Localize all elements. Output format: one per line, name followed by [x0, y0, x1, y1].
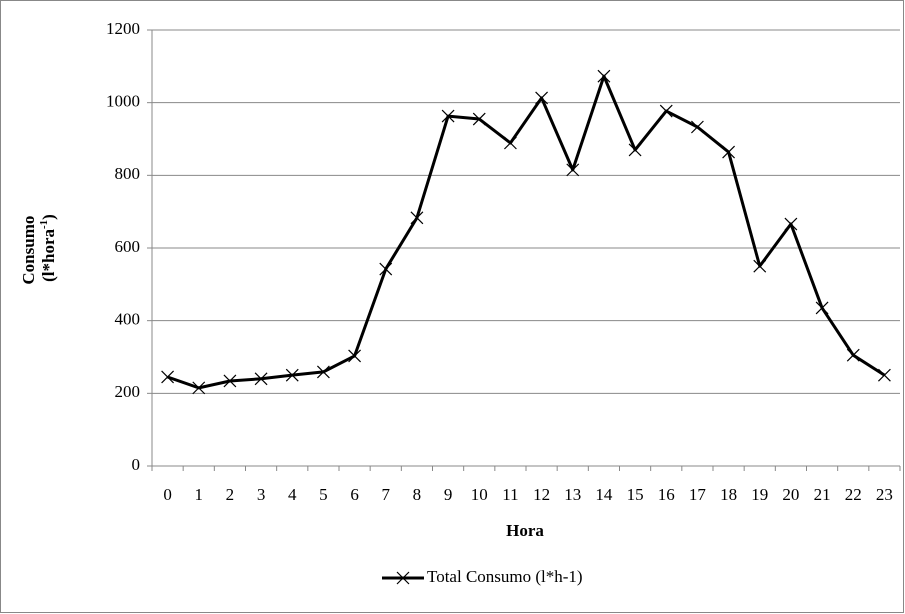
- data-point: [753, 259, 767, 273]
- x-tick-label: 5: [319, 485, 328, 504]
- data-point: [410, 211, 424, 225]
- data-point: [566, 163, 580, 177]
- x-tick-label: 1: [195, 485, 204, 504]
- series-line: [167, 74, 886, 390]
- y-tick-label: 200: [115, 382, 141, 401]
- y-axis-label-text: (l*hora: [39, 228, 58, 281]
- x-tick-label: 7: [382, 485, 391, 504]
- data-point: [690, 120, 704, 134]
- x-tick-label: 9: [444, 485, 453, 504]
- data-point: [784, 217, 798, 231]
- x-tick-label: 23: [876, 485, 893, 504]
- y-tick-label: 1200: [106, 19, 140, 38]
- y-axis-label-text: ): [39, 214, 58, 220]
- data-point: [285, 368, 299, 382]
- data-point: [659, 104, 673, 118]
- x-tick-label: 13: [564, 485, 581, 504]
- data-point: [161, 370, 175, 384]
- y-axis-label: Consumo (l*hora-1): [19, 211, 58, 284]
- x-tick-label: 19: [751, 485, 768, 504]
- data-point: [722, 145, 736, 159]
- data-point: [628, 143, 642, 157]
- y-axis-label-sup: -1: [38, 220, 50, 229]
- data-point: [192, 381, 206, 395]
- data-point: [503, 136, 517, 150]
- x-tick-label: 18: [720, 485, 737, 504]
- data-point: [877, 368, 891, 382]
- y-tick-label: 0: [132, 455, 141, 474]
- y-axis-label-line: Consumo: [19, 216, 38, 285]
- y-tick-label: 1000: [106, 92, 140, 111]
- data-point: [535, 91, 549, 105]
- x-tick-label: 11: [502, 485, 518, 504]
- data-point: [846, 348, 860, 362]
- y-tick-label: 600: [115, 237, 141, 256]
- x-tick-label: 15: [627, 485, 644, 504]
- x-tick-label: 4: [288, 485, 297, 504]
- data-point: [597, 69, 611, 83]
- x-axis-label: Hora: [506, 521, 544, 540]
- x-tick-label: 2: [226, 485, 235, 504]
- data-point: [472, 112, 486, 126]
- data-point: [223, 374, 237, 388]
- x-tick-label: 20: [782, 485, 799, 504]
- data-point: [254, 372, 268, 386]
- x-tick-label: 14: [595, 485, 613, 504]
- legend-label: Total Consumo (l*h-1): [427, 567, 583, 586]
- data-point: [379, 262, 393, 276]
- y-tick-label: 800: [115, 164, 141, 183]
- x-tick-label: 3: [257, 485, 266, 504]
- x-tick-label: 10: [471, 485, 488, 504]
- x-tick-label: 12: [533, 485, 550, 504]
- y-tick-label: 400: [115, 310, 141, 329]
- x-tick-label: 6: [350, 485, 359, 504]
- x-tick-label: 17: [689, 485, 707, 504]
- x-tick-label: 16: [658, 485, 675, 504]
- data-point: [316, 365, 330, 379]
- data-point: [348, 349, 362, 363]
- legend-marker: [396, 571, 410, 585]
- x-tick-label: 8: [413, 485, 422, 504]
- data-point: [441, 109, 455, 123]
- data-point: [815, 301, 829, 315]
- x-tick-label: 22: [845, 485, 862, 504]
- x-tick-label: 21: [814, 485, 831, 504]
- y-axis-label-line: (l*hora-1): [38, 214, 58, 282]
- x-tick-label: 0: [163, 485, 172, 504]
